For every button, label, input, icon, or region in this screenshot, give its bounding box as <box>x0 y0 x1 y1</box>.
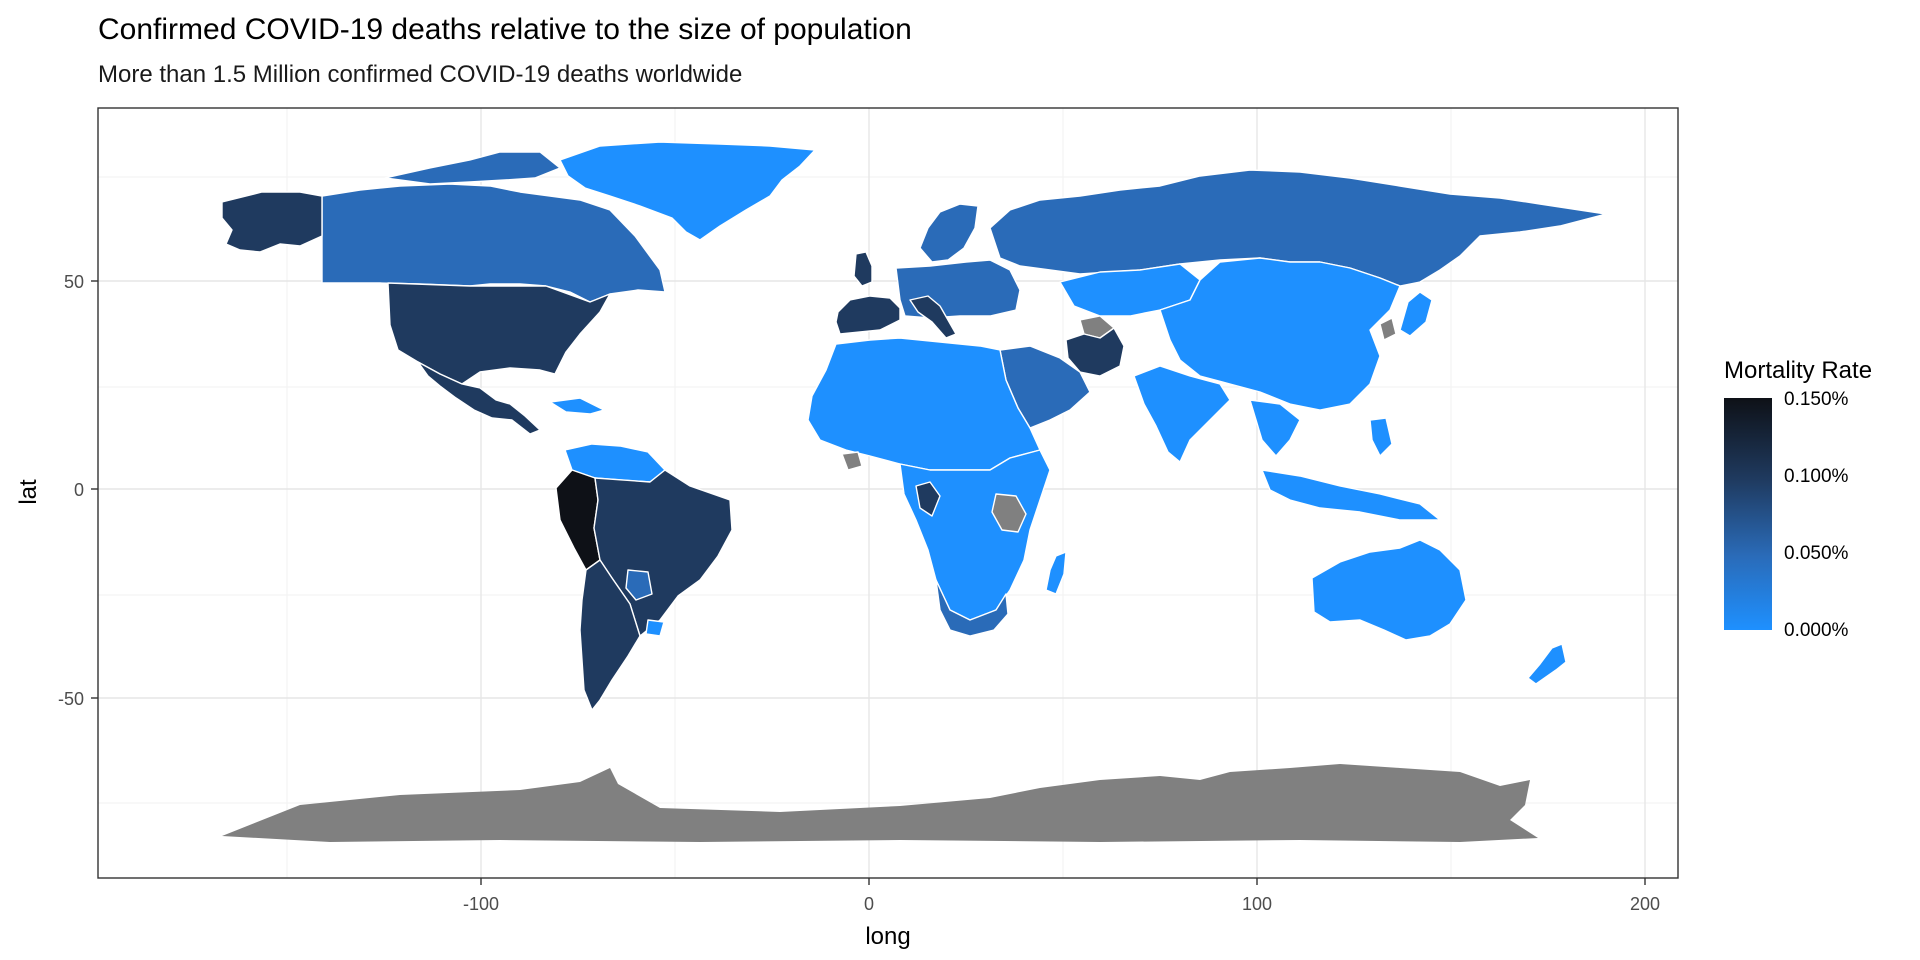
southern-africa-shape <box>935 579 1009 637</box>
italy-balkans-shape <box>909 295 957 339</box>
x-tick-label: 200 <box>1630 894 1660 914</box>
southeast-asia-shape <box>1249 399 1301 457</box>
congo-shape <box>915 481 941 517</box>
brazil-shape <box>593 469 733 637</box>
scandinavia-shape <box>919 203 979 263</box>
uruguay-shape <box>645 619 665 637</box>
australia-shape <box>1311 539 1467 641</box>
antarctica-shape <box>222 764 1538 842</box>
y-tick-label: -50 <box>58 689 84 709</box>
y-tick-label: 50 <box>64 272 84 292</box>
france-iberia-shape <box>835 295 901 335</box>
arctic-islands-shape <box>384 151 561 185</box>
ivory-coast-shape <box>841 451 863 471</box>
legend-label-low: 0.000% <box>1784 620 1849 641</box>
china-shape <box>1159 257 1401 411</box>
europe-shape <box>895 259 1021 319</box>
legend-label-mid-low: 0.050% <box>1784 543 1849 564</box>
x-tick-label: 0 <box>864 894 874 914</box>
mexico-shape <box>417 361 541 435</box>
y-tick-label: 0 <box>74 480 84 500</box>
greenland-shape <box>559 141 816 241</box>
new-zealand-shape <box>1527 643 1567 685</box>
japan-shape <box>1399 291 1433 337</box>
x-axis-label: long <box>865 923 910 950</box>
argentina-chile-shape <box>579 559 641 711</box>
india-shape <box>1133 365 1231 463</box>
caribbean-shape <box>549 397 605 415</box>
legend-label-high: 0.150% <box>1784 389 1849 410</box>
uk-shape <box>853 251 873 287</box>
chart-subtitle: More than 1.5 Million confirmed COVID-19… <box>98 61 743 88</box>
usa-shape <box>387 282 611 385</box>
madagascar-shape <box>1045 551 1067 595</box>
axis-ticks <box>91 280 1646 885</box>
legend-colorbar <box>1724 398 1772 630</box>
indonesia-shape <box>1261 469 1441 521</box>
chart-title: Confirmed COVID-19 deaths relative to th… <box>98 13 912 46</box>
paraguay-shape <box>625 569 653 601</box>
panel-border <box>97 107 1679 879</box>
legend-label-mid-high: 0.100% <box>1784 466 1849 487</box>
alaska-shape <box>221 191 323 253</box>
x-tick-label: 100 <box>1242 894 1272 914</box>
legend-title: Mortality Rate <box>1724 357 1873 384</box>
countries <box>221 141 1607 842</box>
y-axis-label: lat <box>15 479 42 505</box>
tanzania-shape <box>991 493 1027 533</box>
x-tick-label: -100 <box>463 894 499 914</box>
korea-shape <box>1379 317 1397 341</box>
iran-shape <box>1065 327 1125 377</box>
philippines-shape <box>1369 417 1393 457</box>
